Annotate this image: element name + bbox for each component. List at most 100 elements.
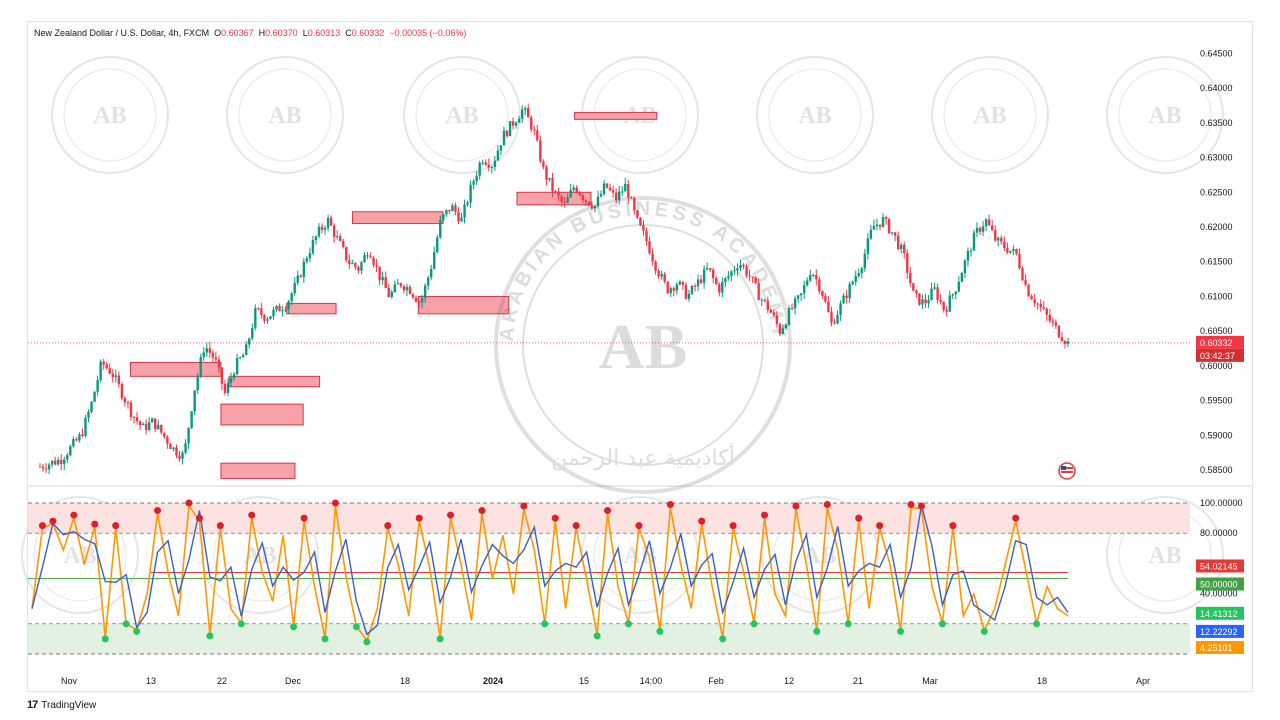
candle-body: [957, 281, 961, 292]
candle-body: [884, 217, 888, 220]
price-tick-label: 0.62500: [1200, 187, 1233, 197]
candle-body: [527, 108, 530, 118]
candle-body: [123, 398, 127, 403]
candle-body: [187, 427, 190, 444]
candle-body: [836, 314, 839, 324]
candle-body: [151, 418, 154, 423]
candle-body: [69, 446, 72, 456]
osc-tick-label: 100.00000: [1200, 498, 1243, 508]
candle-body: [1057, 325, 1061, 338]
candle-body: [266, 319, 269, 321]
candle-body: [854, 276, 857, 282]
osc-signal-red: [331, 499, 339, 507]
price-tick-label: 0.60000: [1200, 361, 1233, 371]
candle-body: [469, 184, 472, 203]
time-tick-label: 12: [784, 676, 794, 686]
osc-signal-green: [844, 620, 852, 628]
candle-body: [648, 241, 651, 254]
watermark-ring: [1106, 496, 1224, 614]
candle-body: [663, 274, 666, 282]
candle-body: [969, 250, 973, 252]
watermark-initials: AB: [268, 103, 301, 129]
candle-body: [790, 308, 794, 310]
candle-body: [329, 217, 333, 226]
symbol-legend[interactable]: New Zealand Dollar / U.S. Dollar, 4h, FX…: [34, 28, 466, 38]
high-value: 0.60370: [265, 28, 298, 38]
candle-body: [793, 298, 797, 309]
osc-tag-d1: 14.41312: [1200, 609, 1238, 619]
candle-body: [724, 278, 727, 283]
tradingview-logo[interactable]: 17 TradingView: [27, 699, 96, 711]
candle-body: [181, 452, 184, 459]
symbol-name: New Zealand Dollar / U.S. Dollar, 4h, FX…: [34, 28, 210, 38]
candle-body: [144, 423, 148, 431]
candle-body: [721, 282, 724, 293]
candle-body: [954, 291, 957, 295]
candle-body: [120, 384, 124, 399]
candle-body: [994, 230, 997, 241]
watermark-initials: AB: [1148, 543, 1181, 569]
candle-body: [887, 219, 891, 234]
candle-body: [78, 434, 81, 441]
candle-body: [314, 236, 318, 241]
time-tick-label: 15: [579, 676, 589, 686]
zone-4: [286, 302, 337, 315]
time-tick-label: 2024: [483, 676, 503, 686]
osc-signal-red: [384, 522, 392, 530]
low-value: 0.60313: [307, 28, 341, 38]
tradingview-mark-icon: 17: [27, 699, 38, 711]
candle-body: [1033, 299, 1036, 304]
candle-body: [335, 236, 339, 238]
price-tick-label: 0.59500: [1200, 396, 1233, 406]
candle-body: [44, 468, 48, 470]
candle-body: [672, 288, 675, 291]
candle-body: [651, 253, 654, 262]
candle-body: [254, 308, 257, 328]
osc-signal-green: [938, 620, 946, 628]
candle-body: [169, 443, 172, 449]
countdown-tag-bg: [1196, 348, 1244, 362]
time-tick-label: 14:00: [640, 676, 663, 686]
watermark-initials: AB: [798, 103, 831, 129]
candle-body: [290, 293, 293, 302]
us-flag-icon[interactable]: [1058, 462, 1076, 480]
candle-body: [108, 368, 111, 374]
osc-signal-green: [719, 635, 727, 643]
candle-body: [611, 190, 615, 193]
osc-tag-bg-d1: [1196, 606, 1244, 620]
candle-body: [408, 287, 412, 295]
open-value: 0.60367: [221, 28, 254, 38]
candle-body: [693, 285, 697, 287]
osc-signal-green: [352, 623, 360, 631]
osc-tag-bg-d3: [1196, 640, 1244, 654]
candle-body: [848, 283, 851, 299]
osc-signal-green: [363, 638, 371, 646]
watermark-ring-inner: [63, 68, 157, 162]
candle-body: [320, 226, 324, 230]
candle-body: [114, 375, 118, 378]
price-tick-label: 0.64000: [1200, 83, 1233, 93]
candle-body: [784, 324, 788, 329]
watermark-initials: AB: [973, 103, 1006, 129]
candle-body: [172, 447, 175, 449]
candle-body: [593, 205, 597, 209]
osc-signal-green: [122, 620, 130, 628]
time-tick-label: Apr: [1136, 676, 1150, 686]
oscillator-layer: [28, 499, 1190, 655]
osc-signal-red: [729, 522, 737, 530]
osc-signal-green: [813, 627, 821, 635]
candles-layer: [28, 103, 1190, 475]
candle-body: [766, 300, 769, 310]
watermark-ring: [226, 56, 344, 174]
candle-body: [981, 226, 985, 232]
candle-body: [454, 205, 457, 212]
candle-body: [235, 358, 239, 375]
candle-body: [569, 190, 572, 198]
candle-body: [205, 348, 208, 353]
candle-body: [281, 310, 284, 312]
candle-body: [375, 264, 378, 267]
watermark-seal-0: AB: [51, 56, 169, 174]
candle-body: [369, 256, 372, 258]
candle-body: [921, 299, 924, 305]
